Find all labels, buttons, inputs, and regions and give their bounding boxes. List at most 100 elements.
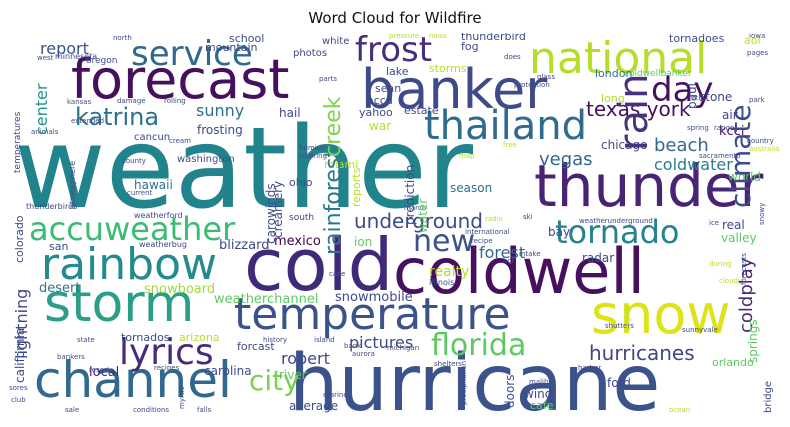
word-county: county [122, 157, 146, 165]
word-sunnyvale: sunnyvale [682, 326, 718, 334]
word-atmosphere: atmosphere [68, 161, 77, 209]
word-arizona: arizona [179, 331, 220, 344]
word-weatherford: weatherford [134, 211, 183, 220]
word-blizzard: blizzard [219, 238, 270, 253]
word-shutters: shutters [605, 322, 634, 330]
word-coldwater: coldwater [654, 155, 733, 174]
word-san: san [49, 240, 69, 253]
word-hot: hot [503, 257, 515, 265]
word-doors: doors [503, 374, 517, 409]
word-forecasts: forecasts [740, 253, 748, 285]
word-malibu: malibu [529, 378, 553, 386]
word-mexico: mexico [274, 234, 321, 249]
word-frost: frost [355, 33, 433, 70]
word-weather: weather [14, 104, 473, 234]
word-cake: cake [329, 270, 346, 278]
word-carolina: carolina [204, 364, 252, 378]
word-thunderbirds: thunderbirds [26, 202, 78, 211]
word-long: long [601, 92, 625, 105]
word-conditions: conditions [133, 406, 170, 414]
word-noaa: noaa [429, 33, 447, 40]
word-spring: spring [687, 124, 709, 132]
word-river: river [279, 368, 307, 382]
word-myrtle: myrtle [178, 386, 186, 409]
word-history: history [263, 336, 288, 344]
word-illinois: illinois [429, 278, 455, 287]
word-tornados: tornados [121, 331, 170, 344]
word-world: world [728, 170, 762, 184]
word-frosting: frosting [197, 123, 243, 137]
word-sunny: sunny [196, 101, 245, 120]
word-cafe: cafe [530, 399, 554, 412]
word-white: white [322, 36, 350, 47]
word-florida: florida [431, 328, 527, 363]
word-resort: resort [89, 366, 110, 374]
word-club: club [11, 396, 26, 404]
word-pressure: pressure [389, 33, 420, 40]
word-extended: extended [71, 117, 105, 125]
word-hurricane: hurricane [289, 339, 661, 418]
word-aol: aol [744, 34, 761, 47]
word-snowy: snowy [758, 202, 766, 225]
word-hawaii: hawaii [134, 178, 173, 192]
word-washington: washington [177, 154, 235, 165]
word-bank: bank [344, 342, 362, 350]
word-during: during [709, 260, 732, 268]
word-tornado: tornado [555, 213, 680, 251]
word-kcci: kcci [719, 124, 745, 139]
word-temperatures: temperatures [13, 111, 23, 173]
word-creamery: creamery [271, 180, 285, 238]
word-center: center [32, 83, 51, 135]
word-rainforest: rainforest [321, 149, 346, 255]
word-minnesota: minnesota [55, 52, 98, 61]
word-rain: rain [611, 73, 657, 151]
word-coloring: coloring [299, 152, 328, 160]
word-sores: sores [9, 384, 28, 392]
word-ohio: ohio [289, 176, 313, 189]
word-storm: storm [44, 274, 195, 334]
word-sacramento: sacramento [699, 152, 741, 160]
word-cancun: cancun [134, 132, 171, 143]
word-intake: intake [519, 250, 541, 258]
word-recipes: recipes [154, 364, 180, 372]
word-recipe: recipe [471, 237, 493, 245]
word-north: north [113, 34, 132, 42]
word-mountain: mountain [205, 41, 258, 54]
word-colorado: colorado [13, 215, 26, 263]
word-humidity: humidity [299, 144, 330, 152]
word-rolling: rolling [164, 97, 186, 105]
word-ocean: ocean [669, 406, 691, 414]
word-parts: parts [319, 75, 338, 83]
word-sean: sean [375, 82, 402, 95]
word-protection: protection [514, 81, 550, 89]
word-ice: ice [709, 219, 720, 227]
word-day: day [651, 70, 714, 110]
word-robert: robert [281, 349, 330, 368]
word-radar: radar [582, 251, 615, 265]
word-bridge: bridge [763, 380, 774, 413]
word-snowboard: snowboard [144, 282, 216, 297]
word-realty: realty [429, 264, 470, 280]
word-coldwellbanker: coldwellbanker [624, 69, 692, 79]
word-hail: hail [279, 106, 301, 120]
word-school: school [229, 33, 265, 45]
word-cloudy: cloudy [719, 277, 743, 285]
word-air: air [722, 108, 738, 122]
word-banker: banker [361, 58, 548, 121]
word-damage: damage [117, 97, 146, 105]
word-march: march [404, 204, 427, 212]
word-pictures: pictures [349, 333, 414, 352]
word-photos: photos [293, 48, 328, 59]
word-bay: bay [548, 225, 571, 239]
word-yahoo: yahoo [359, 106, 393, 119]
word-lake: lake [386, 65, 409, 78]
word-valley: valley [721, 231, 757, 245]
word-accuweather: accuweather [29, 210, 236, 248]
word-kansas: kansas [67, 98, 92, 106]
word-park: park [749, 96, 765, 104]
word-weatherunderground: weatherunderground [579, 217, 653, 225]
word-snow: snow [591, 283, 731, 346]
word-bankers: bankers [57, 353, 85, 361]
word-animals: animals [31, 128, 59, 136]
word-california: california [13, 327, 27, 383]
